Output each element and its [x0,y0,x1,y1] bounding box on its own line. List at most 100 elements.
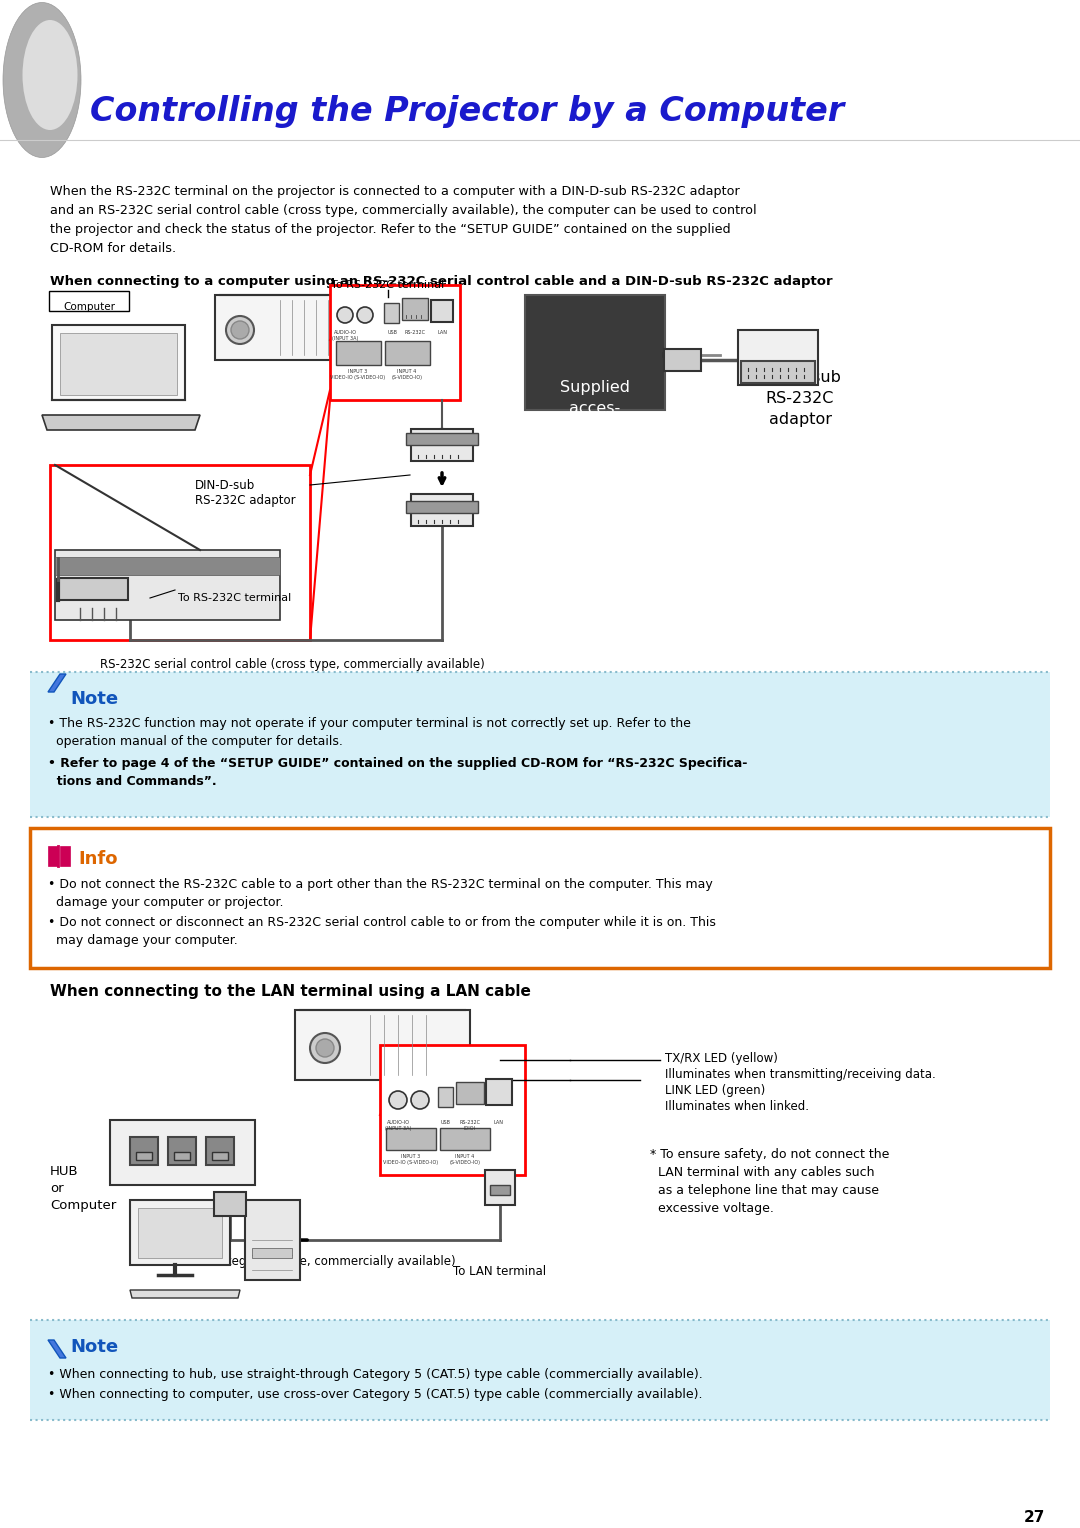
Text: When the RS-232C terminal on the projector is connected to a computer with a DIN: When the RS-232C terminal on the project… [50,185,740,199]
Text: When connecting to the LAN terminal using a LAN cable: When connecting to the LAN terminal usin… [50,984,531,999]
Text: RS-232C: RS-232C [405,330,426,335]
Text: tions and Commands”.: tions and Commands”. [48,775,217,788]
FancyBboxPatch shape [130,1199,230,1265]
Bar [30,1320,1050,1420]
Bar [406,432,478,445]
Bar [738,330,818,385]
Bar [336,341,381,365]
Text: and an RS-232C serial control cable (cross type, commercially available), the co: and an RS-232C serial control cable (cro… [50,205,757,217]
Text: Controlling the Projector by a Computer: Controlling the Projector by a Computer [90,95,845,128]
Polygon shape [130,1290,240,1297]
Bar [55,558,280,575]
Polygon shape [55,550,280,620]
Bar [168,1137,195,1164]
Ellipse shape [389,1091,407,1109]
Text: • Do not connect the RS-232C cable to a port other than the RS-232C terminal on : • Do not connect the RS-232C cable to a … [48,879,713,891]
FancyBboxPatch shape [411,429,473,461]
Bar [490,1186,510,1195]
Text: Note: Note [70,691,118,707]
Text: * To ensure safety, do not connect the
  LAN terminal with any cables such
  as : * To ensure safety, do not connect the L… [650,1148,889,1215]
Text: Illuminates when linked.: Illuminates when linked. [665,1100,809,1112]
Text: INPUT 3
VIDEO-IO (S-VIDEO-IO): INPUT 3 VIDEO-IO (S-VIDEO-IO) [383,1154,438,1164]
Text: USB: USB [441,1120,451,1125]
Text: • When connecting to hub, use straight-through Category 5 (CAT.5) type cable (co: • When connecting to hub, use straight-t… [48,1368,703,1381]
Text: the projector and check the status of the projector. Refer to the “SETUP GUIDE” : the projector and check the status of th… [50,223,731,235]
Text: AUDIO-IO
(INPUT 3A): AUDIO-IO (INPUT 3A) [332,330,359,341]
Bar [406,501,478,513]
Bar [330,286,460,400]
Bar [130,1137,158,1164]
Text: 27: 27 [1024,1510,1045,1525]
Bar [486,1079,512,1105]
Text: INPUT 4
(S-VIDEO-IO): INPUT 4 (S-VIDEO-IO) [449,1154,481,1164]
Text: Supplied
acces-
sory: Supplied acces- sory [561,380,630,437]
Text: LINK LED (green): LINK LED (green) [665,1083,766,1097]
Text: Note: Note [70,1339,118,1355]
Text: • The RS-232C function may not operate if your computer terminal is not correctl: • The RS-232C function may not operate i… [48,717,691,730]
Text: DIN-D-sub
RS-232C
adaptor: DIN-D-sub RS-232C adaptor [759,370,841,426]
Ellipse shape [23,20,78,130]
Bar [50,465,310,640]
Ellipse shape [337,307,353,322]
Bar [212,1152,228,1160]
Bar [485,1170,515,1206]
Bar [440,1128,490,1151]
Bar [386,1128,436,1151]
Bar [30,672,1050,817]
Text: operation manual of the computer for details.: operation manual of the computer for det… [48,735,342,749]
Bar [206,1137,234,1164]
Text: Illuminates when transmitting/receiving data.: Illuminates when transmitting/receiving … [665,1068,935,1080]
Bar [431,299,453,322]
Text: LAN: LAN [437,330,447,335]
Ellipse shape [310,1033,340,1063]
FancyBboxPatch shape [411,494,473,526]
FancyBboxPatch shape [295,1010,470,1080]
FancyBboxPatch shape [741,361,815,384]
FancyBboxPatch shape [110,1120,255,1186]
Text: USB: USB [388,330,399,335]
Text: To RS-232C terminal: To RS-232C terminal [178,593,292,604]
Text: RS-232C serial control cable (cross type, commercially available): RS-232C serial control cable (cross type… [100,659,485,671]
Bar [384,303,399,322]
Text: When connecting to a computer using an RS-232C serial control cable and a DIN-D-: When connecting to a computer using an R… [50,275,833,287]
Polygon shape [48,674,66,692]
Ellipse shape [411,1091,429,1109]
FancyBboxPatch shape [214,1192,246,1216]
Ellipse shape [226,316,254,344]
Ellipse shape [231,321,249,339]
Text: LAN cable (Category 5 type, commercially available): LAN cable (Category 5 type, commercially… [145,1254,456,1268]
FancyBboxPatch shape [215,295,370,361]
FancyBboxPatch shape [49,290,129,312]
Text: CD-ROM for details.: CD-ROM for details. [50,241,176,255]
Bar [30,828,1050,969]
Text: DIN-D-sub
RS-232C adaptor: DIN-D-sub RS-232C adaptor [195,478,296,507]
Text: LAN: LAN [494,1120,504,1125]
Text: Computer: Computer [63,303,114,312]
Text: • Refer to page 4 of the “SETUP GUIDE” contained on the supplied CD-ROM for “RS-: • Refer to page 4 of the “SETUP GUIDE” c… [48,756,747,770]
Bar [456,1082,484,1105]
Bar [138,1209,222,1258]
Ellipse shape [3,3,81,157]
Bar [60,333,177,396]
Bar [438,1086,453,1106]
Bar [380,1045,525,1175]
Bar [252,1248,292,1258]
Text: may damage your computer.: may damage your computer. [48,934,238,947]
Text: To LAN terminal: To LAN terminal [454,1265,546,1277]
Text: TX/RX LED (yellow): TX/RX LED (yellow) [665,1051,778,1065]
Polygon shape [48,1340,66,1358]
Bar [60,847,70,866]
Text: • Do not connect or disconnect an RS-232C serial control cable to or from the co: • Do not connect or disconnect an RS-232… [48,915,716,929]
Bar [525,295,665,410]
FancyBboxPatch shape [58,578,129,601]
Ellipse shape [357,307,373,322]
Bar [402,298,428,319]
Text: INPUT 4
(S-VIDEO-IO): INPUT 4 (S-VIDEO-IO) [391,368,422,380]
FancyBboxPatch shape [664,348,701,371]
Text: Info: Info [78,850,118,868]
Text: HUB
or
Computer: HUB or Computer [50,1164,117,1212]
Bar [384,341,430,365]
Text: RS-232C
IOIOI: RS-232C IOIOI [459,1120,481,1131]
Text: • When connecting to computer, use cross-over Category 5 (CAT.5) type cable (com: • When connecting to computer, use cross… [48,1387,702,1401]
Bar [174,1152,190,1160]
